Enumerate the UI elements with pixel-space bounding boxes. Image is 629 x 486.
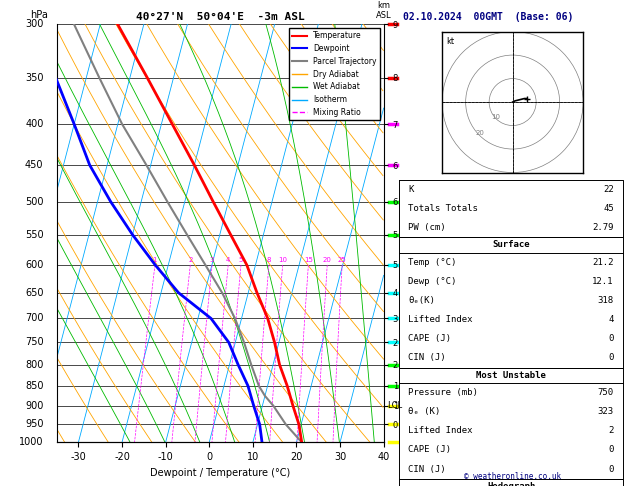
Text: 22: 22 (603, 185, 614, 194)
Text: hPa: hPa (30, 10, 48, 20)
Text: 450: 450 (25, 160, 43, 170)
Text: 4: 4 (226, 257, 230, 263)
Legend: Temperature, Dewpoint, Parcel Trajectory, Dry Adiabat, Wet Adiabat, Isotherm, Mi: Temperature, Dewpoint, Parcel Trajectory… (289, 28, 380, 120)
Text: 8: 8 (267, 257, 271, 263)
Text: Pressure (mb): Pressure (mb) (408, 388, 478, 397)
Text: θₑ (K): θₑ (K) (408, 407, 440, 416)
Text: 45: 45 (603, 204, 614, 213)
Text: 323: 323 (598, 407, 614, 416)
Text: 15: 15 (304, 257, 313, 263)
Text: 0: 0 (608, 446, 614, 454)
Text: 21.2: 21.2 (593, 258, 614, 267)
Text: 10: 10 (278, 257, 287, 263)
Text: 2: 2 (188, 257, 192, 263)
Text: Lifted Index: Lifted Index (408, 315, 473, 324)
Text: 400: 400 (25, 119, 43, 129)
Text: Lifted Index: Lifted Index (408, 426, 473, 435)
Text: 20: 20 (323, 257, 331, 263)
Text: 12.1: 12.1 (593, 277, 614, 286)
Text: km
ASL: km ASL (376, 0, 391, 20)
Text: CAPE (J): CAPE (J) (408, 334, 452, 343)
Text: Dewp (°C): Dewp (°C) (408, 277, 457, 286)
Text: θₑ(K): θₑ(K) (408, 296, 435, 305)
Text: 5: 5 (239, 257, 243, 263)
Text: 20: 20 (476, 130, 484, 136)
Text: 318: 318 (598, 296, 614, 305)
Text: 1000: 1000 (19, 437, 43, 447)
Text: 10: 10 (492, 114, 501, 120)
Text: 850: 850 (25, 381, 43, 391)
Text: 800: 800 (25, 360, 43, 370)
Text: 950: 950 (25, 419, 43, 430)
Text: 02.10.2024  00GMT  (Base: 06): 02.10.2024 00GMT (Base: 06) (403, 12, 573, 22)
Text: CIN (J): CIN (J) (408, 465, 446, 474)
Text: LCL: LCL (387, 401, 402, 410)
Text: 0: 0 (608, 465, 614, 474)
Text: CIN (J): CIN (J) (408, 353, 446, 363)
Text: 300: 300 (25, 19, 43, 29)
Text: 900: 900 (25, 400, 43, 411)
Text: 750: 750 (598, 388, 614, 397)
Text: PW (cm): PW (cm) (408, 223, 446, 232)
Text: Surface: Surface (493, 241, 530, 249)
Text: © weatheronline.co.uk: © weatheronline.co.uk (464, 472, 561, 481)
Text: 4: 4 (608, 315, 614, 324)
Text: 500: 500 (25, 197, 43, 207)
Text: kt: kt (447, 37, 455, 46)
Text: Hodograph: Hodograph (487, 482, 535, 486)
Text: 2.79: 2.79 (593, 223, 614, 232)
Text: CAPE (J): CAPE (J) (408, 446, 452, 454)
Text: K: K (408, 185, 414, 194)
Text: 0: 0 (608, 334, 614, 343)
Text: 750: 750 (25, 337, 43, 347)
Text: 1: 1 (153, 257, 157, 263)
Text: Most Unstable: Most Unstable (476, 371, 546, 380)
Text: Temp (°C): Temp (°C) (408, 258, 457, 267)
Text: 650: 650 (25, 288, 43, 298)
Text: 550: 550 (25, 230, 43, 240)
Text: 25: 25 (338, 257, 347, 263)
Text: 3: 3 (210, 257, 214, 263)
Text: 350: 350 (25, 73, 43, 83)
Text: 2: 2 (608, 426, 614, 435)
X-axis label: Dewpoint / Temperature (°C): Dewpoint / Temperature (°C) (150, 468, 290, 478)
Text: 40°27'N  50°04'E  -3m ASL: 40°27'N 50°04'E -3m ASL (136, 12, 304, 22)
Text: Totals Totals: Totals Totals (408, 204, 478, 213)
Text: 600: 600 (25, 260, 43, 270)
Text: 0: 0 (608, 353, 614, 363)
Text: 700: 700 (25, 313, 43, 324)
